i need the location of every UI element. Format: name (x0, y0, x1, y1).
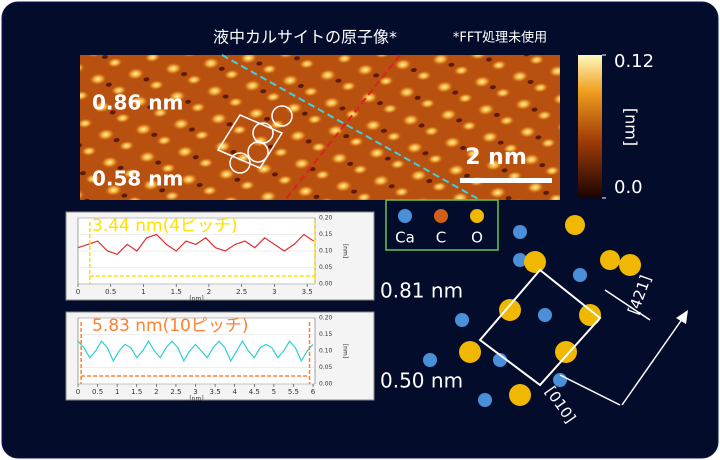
y-axis-label: [nm] (342, 344, 349, 358)
y-tick-label: 0.10 (319, 348, 333, 355)
scale-bar-label: 2 nm (465, 145, 527, 170)
y-tick-label: 0.00 (319, 281, 333, 288)
y-axis-label: [nm] (342, 244, 349, 258)
red-line (284, 54, 401, 201)
colorbar-tick-label: 0.0 (614, 177, 643, 198)
model-label: 0.50 nm (380, 369, 463, 393)
legend-label: C (436, 229, 446, 247)
y-tick-label: 0.10 (319, 248, 333, 255)
legend-box (385, 199, 499, 251)
legend-swatch (470, 209, 484, 223)
scale-bar (460, 178, 552, 183)
y-tick-label: 0.05 (319, 364, 333, 371)
y-tick-label: 0.00 (319, 381, 333, 388)
x-axis-label: [nm] (189, 296, 203, 303)
x-tick-label: 5 (272, 388, 276, 396)
x-tick-label: 6 (311, 388, 316, 396)
x-tick-label: 1.5 (171, 288, 182, 296)
span-label: 5.83 nm(10ピッチ) (92, 316, 249, 336)
y-tick-label: 0.20 (319, 315, 333, 322)
y-tick-label: 0.20 (319, 215, 333, 222)
colorbar (578, 55, 602, 198)
note: *FFT処理未使用 (453, 30, 547, 46)
x-axis-label: [nm] (189, 396, 203, 403)
x-tick-label: 0.5 (92, 388, 103, 396)
colorbar-tick-label: 0.12 (614, 51, 654, 72)
profile-line (77, 233, 315, 255)
x-tick-label: 3.5 (210, 388, 221, 396)
y-tick-label: 0.15 (319, 231, 333, 238)
x-tick-label: 5.5 (288, 388, 299, 396)
unit-cell (216, 105, 293, 174)
model-label: 0.81 nm (380, 279, 463, 303)
x-tick-label: 1 (141, 288, 145, 296)
image-label: 0.86 nm (92, 91, 183, 115)
colorbar-unit: [nm] (622, 108, 641, 146)
profile-line (77, 339, 314, 363)
x-tick-label: 2.5 (170, 388, 181, 396)
y-tick-label: 0.15 (319, 331, 333, 338)
image-label: 0.58 nm (92, 167, 183, 191)
x-tick-label: 2 (154, 388, 158, 396)
x-tick-label: 3.5 (302, 288, 313, 296)
x-tick-label: 4.5 (249, 388, 260, 396)
x-tick-label: 4 (232, 388, 237, 396)
title: 液中カルサイトの原子像* (213, 28, 397, 47)
legend-label: O (471, 229, 483, 247)
legend-label: Ca (395, 229, 415, 247)
x-tick-label: 0.5 (105, 288, 116, 296)
x-tick-label: 2.5 (236, 288, 247, 296)
span-label: 3.44 nm(4ピッチ) (92, 216, 238, 236)
x-tick-label: 3 (272, 288, 276, 296)
x-tick-label: 1 (115, 388, 119, 396)
x-tick-label: 0 (76, 388, 80, 396)
x-tick-label: 1.5 (131, 388, 142, 396)
x-tick-label: 0 (76, 288, 80, 296)
y-tick-label: 0.05 (319, 264, 333, 271)
legend-swatch (398, 209, 412, 223)
x-tick-label: 3 (193, 388, 197, 396)
x-tick-label: 2 (207, 288, 211, 296)
afm-image (80, 55, 560, 200)
legend-swatch (434, 209, 448, 223)
cyan-line (221, 54, 481, 201)
crystal-model (423, 215, 688, 407)
